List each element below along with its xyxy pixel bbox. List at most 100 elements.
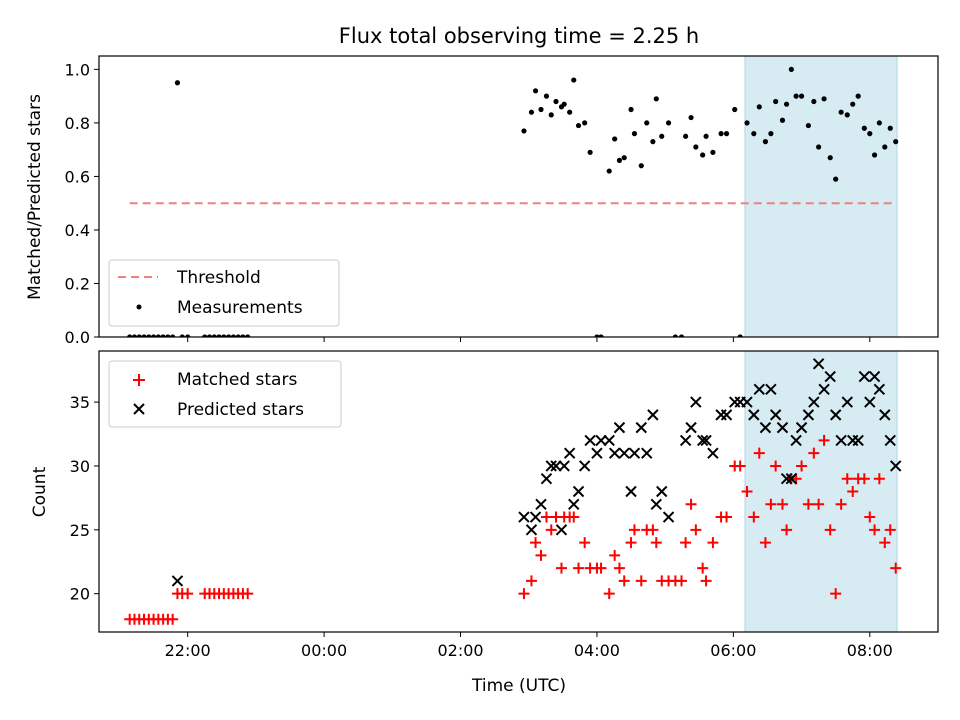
predicted-point-27	[656, 485, 668, 498]
measurement-point-23	[521, 128, 527, 134]
predicted-point-48	[790, 434, 802, 447]
measurement-point-34	[575, 122, 582, 129]
predicted-point-11	[568, 498, 580, 510]
predicted-point-56	[835, 434, 847, 447]
top-panel: 0.0 0.2 0.4 0.6 0.8 1.0 Matched/Predicted sta…	[25, 55, 939, 347]
predicted-point-66	[890, 460, 902, 472]
measurement-point-50	[665, 120, 672, 126]
predicted-point-1	[518, 511, 530, 523]
measurement-point-73	[798, 93, 805, 99]
measurement-point-20	[235, 334, 241, 337]
matched-point-90	[890, 562, 902, 574]
predicted-point-40	[748, 409, 760, 421]
measurement-point-28	[548, 112, 554, 118]
legend-measurements-label: Measurements	[177, 298, 303, 318]
predicted-point-42	[759, 421, 772, 434]
measurement-point-4	[146, 334, 152, 337]
measurement-point-54	[688, 114, 694, 121]
predicted-point-32	[696, 434, 709, 447]
matched-point-67	[765, 498, 777, 510]
legend-matched-label: Matched stars	[177, 370, 297, 390]
predicted-stars-points	[171, 358, 902, 587]
predicted-point-12	[572, 485, 585, 498]
matched-point-35	[579, 537, 591, 549]
predicted-point-7	[550, 460, 562, 472]
matched-stars-points	[124, 434, 902, 625]
top-y-axis-label: Matched/Predicted stars	[25, 94, 45, 300]
measurement-point-11	[179, 334, 185, 337]
matched-point-66	[759, 537, 771, 549]
measurement-point-24	[528, 109, 535, 115]
predicted-point-51	[808, 396, 820, 408]
xtick-label-5: 08:00	[847, 641, 893, 660]
predicted-point-31	[690, 396, 702, 408]
predicted-point-63	[873, 383, 886, 396]
measurement-point-3	[141, 334, 147, 337]
predicted-point-64	[879, 409, 891, 421]
matched-point-76	[813, 498, 825, 510]
measurement-point-32	[567, 109, 573, 115]
measurement-point-87	[876, 120, 882, 126]
measurements-points	[127, 66, 899, 337]
matched-point-45	[635, 575, 647, 587]
matched-point-78	[824, 524, 836, 536]
matched-point-43	[625, 537, 637, 549]
predicted-point-25	[647, 409, 659, 421]
predicted-point-65	[884, 434, 896, 447]
matched-point-9	[167, 613, 179, 625]
matched-point-73	[796, 460, 808, 472]
measurement-point-75	[811, 98, 817, 105]
matched-point-88	[879, 537, 891, 549]
matched-point-40	[609, 549, 621, 561]
predicted-point-4	[535, 498, 547, 510]
measurement-point-88	[882, 144, 888, 150]
predicted-point-34	[707, 447, 719, 459]
top-ytick-label-4: 0.8	[65, 114, 90, 133]
matched-point-82	[847, 486, 859, 497]
predicted-point-24	[641, 447, 653, 459]
matched-point-74	[802, 498, 814, 510]
top-y-ticks: 0.0 0.2 0.4 0.6 0.8 1.0	[65, 60, 99, 347]
measurement-point-77	[821, 96, 827, 102]
top-legend: Threshold Measurements	[108, 259, 340, 327]
measurement-point-39	[606, 168, 612, 174]
legend-threshold-label: Threshold	[176, 268, 261, 288]
top-x-ticks	[187, 337, 871, 342]
top-ytick-label-5: 1.0	[65, 60, 90, 79]
predicted-point-22	[628, 447, 641, 459]
matched-point-23	[518, 588, 530, 600]
matched-point-60	[721, 511, 733, 523]
bottom-ytick-label-0: 20	[70, 585, 90, 604]
measurement-point-22	[245, 334, 251, 337]
predicted-point-19	[613, 421, 626, 434]
measurement-point-35	[582, 120, 588, 126]
xtick-label-3: 04:00	[574, 641, 620, 660]
measurement-point-70	[783, 101, 790, 107]
measurement-point-27	[543, 93, 550, 99]
xtick-label-2: 02:00	[437, 641, 483, 660]
predicted-point-8	[555, 524, 568, 536]
measurement-point-8	[165, 334, 171, 337]
predicted-point-43	[765, 383, 777, 396]
matched-point-42	[618, 575, 630, 587]
measurement-point-37	[594, 334, 600, 337]
matched-point-80	[835, 498, 847, 510]
matched-point-55	[690, 524, 702, 536]
measurement-point-33	[571, 77, 577, 83]
measurement-point-56	[700, 152, 706, 158]
chart-title: Flux total observing time = 2.25 h	[339, 24, 699, 48]
measurement-point-19	[230, 334, 236, 337]
matched-point-84	[858, 473, 870, 485]
bottom-y-axis-label: Count	[30, 466, 50, 517]
predicted-point-10	[563, 447, 576, 459]
measurement-point-16	[216, 334, 222, 337]
predicted-point-59	[852, 434, 864, 447]
measurement-point-58	[710, 149, 716, 155]
measurement-point-53	[683, 133, 689, 139]
matched-point-24	[525, 575, 537, 587]
predicted-point-54	[824, 370, 836, 383]
predicted-point-62	[868, 370, 881, 383]
matched-point-48	[650, 537, 662, 549]
matched-point-12	[182, 588, 194, 600]
measurement-point-82	[850, 101, 856, 107]
